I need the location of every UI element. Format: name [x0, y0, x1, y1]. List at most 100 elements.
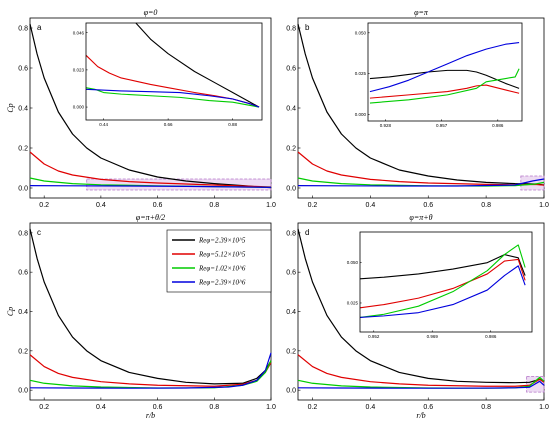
inset-frame	[359, 231, 533, 333]
inset-xtick-label: 0.969	[427, 334, 439, 339]
panel-a-xtick-label: 0.2	[39, 202, 49, 209]
panel-a-title: φ=0	[144, 8, 158, 17]
inset-series-line-4	[85, 88, 260, 108]
panel-d-inset: 0.952 0.969 0.986 0.025 0.050	[347, 231, 533, 339]
panel-a-ytick-label: 0.8	[18, 26, 28, 33]
inset-ytick-label: 0.023	[73, 67, 85, 72]
inset-ytick-label: 0.046	[73, 30, 85, 35]
inset-frame	[85, 22, 263, 121]
panel-a-series-line-4	[29, 185, 272, 188]
inset-series-line-3	[359, 244, 526, 319]
panel-d-xlabel: r/b	[416, 411, 425, 420]
panel-c-ylabel: Cp	[6, 307, 15, 316]
panel-b-ytick-label: 0.4	[286, 106, 296, 113]
panel-c-series-line-2	[29, 354, 272, 387]
inset-ytick-label: 0.025	[355, 71, 367, 76]
panel-d-letter: d	[305, 228, 309, 237]
inset-xtick-label: 0.986	[492, 123, 504, 128]
inset-series-line-1	[359, 254, 526, 280]
panel-c-series-line-4	[29, 352, 272, 389]
inset-ytick-label: 0.025	[347, 301, 359, 306]
panel-d-xtick-label: 0.6	[423, 404, 433, 411]
panel-c-xlabel: r/b	[146, 411, 155, 420]
panel-d-ytick-label: 0.6	[286, 270, 296, 277]
panel-a-series-line-2	[29, 151, 272, 188]
panel-b-xtick-label: 0.6	[423, 202, 433, 209]
legend-entry-3: Reφ=1.02×10^6	[198, 265, 246, 273]
panel-c-title: φ=π+θ/2	[136, 213, 165, 222]
panel-d-xtick-label: 1.0	[539, 404, 549, 411]
panel-d-title: φ=π+θ	[409, 213, 432, 222]
panel-b-title: φ=π	[414, 8, 429, 17]
panel-a-inset: 0.44 0.66 0.88 0.000 0.023 0.046	[73, 22, 263, 127]
panel-a-xtick-label: 1.0	[266, 202, 276, 209]
inset-xtick-label: 0.88	[228, 122, 237, 127]
panel-c-xtick-label: 1.0	[266, 404, 276, 411]
panel-b-xtick-label: 1.0	[539, 202, 549, 209]
panel-a-letter: a	[37, 23, 42, 32]
inset-ytick-label: 0.000	[355, 112, 367, 117]
panel-c-ytick-label: 0.6	[18, 270, 28, 277]
panel-c-ytick-label: 0.0	[18, 388, 28, 395]
panel-a-xtick-label: 0.4	[96, 202, 106, 209]
panel-b-ytick-label: 0.0	[286, 186, 296, 193]
inset-background	[360, 232, 532, 332]
panel-b-ytick-label: 0.2	[286, 146, 296, 153]
panel-c: 0.2 0.4 0.6 0.8 1.0 0.0 0.2 0.4 0.6 0.8 φ=π+θ/2 c Cp…	[6, 213, 276, 420]
panel-a-xtick-label: 0.6	[153, 202, 163, 209]
panel-b-series-line-1	[297, 23, 545, 186]
legend-entry-4: Reφ=2.39×10^6	[198, 279, 246, 287]
panel-b-ytick-label: 0.8	[286, 26, 296, 33]
panel-c-letter: c	[37, 228, 41, 237]
panel-b-xtick-label: 0.8	[481, 202, 491, 209]
inset-series-line-1	[369, 69, 520, 89]
panel-c-xtick-label: 0.8	[209, 404, 219, 411]
panel-c-xtick-label: 0.4	[96, 404, 106, 411]
panel-b-xtick-label: 0.2	[308, 202, 318, 209]
panel-a-ytick-label: 0.6	[18, 66, 28, 73]
panel-d-xtick-label: 0.8	[481, 404, 491, 411]
panel-c-xtick-label: 0.6	[153, 404, 163, 411]
inset-xtick-label: 0.986	[485, 334, 497, 339]
panel-d-xtick-label: 0.4	[365, 404, 375, 411]
inset-xtick-label: 0.928	[380, 123, 392, 128]
inset-ytick-label: 0.050	[355, 30, 367, 35]
panel-c-ytick-label: 0.2	[18, 348, 28, 355]
panel-d: 0.2 0.4 0.6 0.8 1.0 0.0 0.2 0.4 0.6 0.8 φ=π+θ d r/b 0…	[286, 213, 549, 420]
panel-a-xtick-label: 0.8	[209, 202, 219, 209]
panel-c-series-line-1	[29, 228, 272, 385]
panel-d-series-line-4	[297, 380, 545, 389]
legend-entry-1: Reφ=2.39×10^5	[198, 237, 246, 245]
inset-frame	[367, 22, 523, 122]
panel-b-series-line-4	[297, 178, 545, 187]
panel-b-series-line-2	[297, 151, 545, 186]
panel-a-ytick-label: 0.2	[18, 146, 28, 153]
inset-series-line-2	[369, 84, 520, 99]
panel-d-ytick-label: 0.0	[286, 388, 296, 395]
panel-c-xtick-label: 0.2	[39, 404, 49, 411]
panel-b-xtick-label: 0.4	[365, 202, 375, 209]
inset-series-line-3	[85, 87, 260, 108]
panel-d-ytick-label: 0.2	[286, 348, 296, 355]
panel-c-ytick-label: 0.8	[18, 230, 28, 237]
inset-series-line-3	[369, 68, 520, 104]
panel-b-letter: b	[305, 23, 310, 32]
panel-a-ylabel: Cp	[6, 103, 15, 112]
panel-b-ytick-label: 0.6	[286, 66, 296, 73]
inset-background	[368, 23, 522, 121]
panel-b: 0.2 0.4 0.6 0.8 1.0 0.0 0.2 0.4 0.6 0.8 φ=π b 0.928 0…	[286, 8, 549, 209]
inset-series-line-1	[135, 22, 260, 108]
panel-d-series-line-2	[297, 354, 545, 387]
panel-b-inset: 0.928 0.957 0.986 0.000 0.025 0.050	[355, 22, 523, 128]
panel-a: 0.2 0.4 0.6 0.8 1.0 0.0 0.2 0.4 0.6 0.8 φ=0 a Cp 0.44…	[6, 8, 276, 209]
panel-a-ytick-label: 0.4	[18, 106, 28, 113]
panel-d-ytick-label: 0.8	[286, 230, 296, 237]
inset-series-line-4	[369, 42, 520, 93]
inset-xtick-label: 0.952	[368, 334, 380, 339]
inset-xtick-label: 0.66	[164, 122, 173, 127]
panel-a-ytick-label: 0.0	[18, 186, 28, 193]
legend: Reφ=2.39×10^5 Reφ=5.12×10^5 Reφ=1.02×10^6 R…	[166, 229, 272, 293]
inset-ytick-label: 0.000	[73, 105, 85, 110]
inset-series-line-4	[359, 265, 526, 319]
